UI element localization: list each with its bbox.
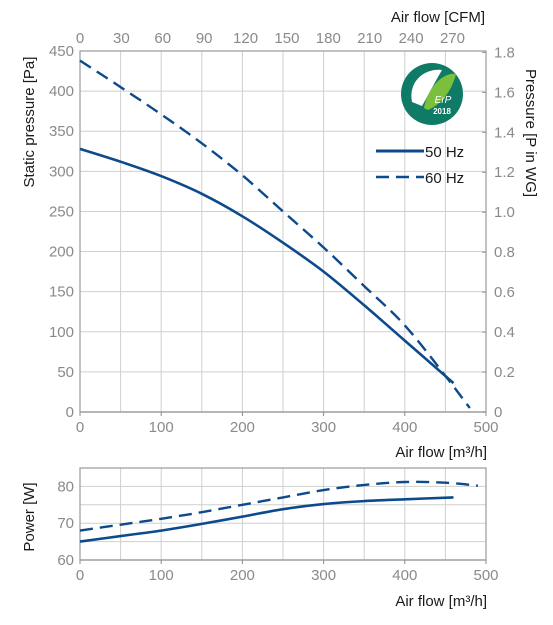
inwg-tick-label: 0.6 [494,284,515,301]
inwg-y-axis-title: Pressure [P in WG] [522,69,539,197]
x-tick-label: 200 [230,419,255,436]
cfm-x-ticks: 0 30 60 90 120 150 180 210 240 270 [76,30,465,47]
y-tick-label: 100 [49,324,74,341]
inwg-tick-label: 1.0 [494,204,515,221]
x-tick-label: 300 [311,567,336,584]
series-line-50hz [79,147,455,385]
y-tick-label: 60 [57,552,74,569]
x-tick-label: 0 [76,419,84,436]
y-tick-label: 300 [49,163,74,180]
inwg-tick-label: 0.8 [494,244,515,261]
pressure-plot-frame [79,50,487,413]
x-tick-label: 500 [473,567,498,584]
legend-label-50hz: 50 Hz [425,144,464,161]
inwg-tick-label: 1.4 [494,124,515,141]
x-tick-label: 200 [230,567,255,584]
y-tick-label: 150 [49,284,74,301]
series-line-50hz [79,496,454,543]
series-line-60hz [79,480,479,532]
pressure-x-axis-title: Air flow [m³/h] [395,444,487,461]
power-plot-frame [79,467,487,561]
inwg-tick-label: 0.2 [494,364,515,381]
pressure-series [79,59,471,409]
y-tick-label: 350 [49,123,74,140]
x-tick-label: 400 [392,419,417,436]
y-tick-label: 450 [49,43,74,60]
power-x-ticks: 0 100 200 300 400 500 [76,560,499,584]
cfm-tick-label: 60 [154,30,171,47]
cfm-tick-label: 270 [440,30,465,47]
power-x-axis-title: Air flow [m³/h] [395,593,487,610]
cfm-tick-label: 120 [233,30,258,47]
inwg-tick-label: 0 [494,404,502,421]
series-line-60hz [79,59,471,409]
y-tick-label: 80 [57,478,74,495]
cfm-tick-label: 180 [316,30,341,47]
inwg-tick-label: 1.2 [494,164,515,181]
badge-leaf-inner-icon [424,73,456,110]
badge-year: 2018 [433,107,451,116]
power-series [79,480,479,543]
x-tick-label: 300 [311,419,336,436]
y-tick-label: 400 [49,83,74,100]
cfm-tick-label: 30 [113,30,130,47]
cfm-tick-label: 210 [357,30,382,47]
y-tick-label: 250 [49,203,74,220]
cfm-x-axis-title: Air flow [CFM] [391,9,485,26]
pressure-y-axis-title: Static pressure [Pa] [21,57,38,188]
y-tick-label: 0 [66,404,74,421]
cfm-tick-label: 90 [196,30,213,47]
x-tick-label: 0 [76,567,84,584]
inwg-y-ticks: 0 0.2 0.4 0.6 0.8 1.0 1.2 1.4 1.6 1.8 [482,44,515,421]
x-tick-label: 100 [149,419,174,436]
x-tick-label: 400 [392,567,417,584]
cfm-tick-label: 150 [274,30,299,47]
inwg-tick-label: 1.8 [494,44,515,61]
x-tick-label: 500 [473,419,498,436]
y-tick-label: 200 [49,244,74,261]
erp-leaf-badge: ErP 2018 [401,63,463,125]
x-tick-label: 100 [149,567,174,584]
cfm-tick-label: 0 [76,30,84,47]
pressure-chart: 0 100 200 300 400 500 05010015020025030035040… [21,9,539,461]
legend-label-60hz: 60 Hz [425,170,464,187]
power-y-ticks: 60 70 80 [57,478,74,569]
inwg-tick-label: 0.4 [494,324,515,341]
pressure-y-ticks: 0 50 100 150 200 250 300 350 400 450 [49,43,74,421]
power-y-axis-title: Power [W] [21,482,38,551]
badge-leaf-icon [411,69,442,106]
pressure-x-ticks: 0 100 200 300 400 500 [76,412,499,436]
inwg-tick-label: 1.6 [494,84,515,101]
y-tick-label: 70 [57,515,74,532]
legend: 50 Hz 60 Hz [376,144,464,187]
y-tick-label: 50 [57,364,74,381]
badge-label: ErP [435,95,452,106]
cfm-tick-label: 240 [399,30,424,47]
